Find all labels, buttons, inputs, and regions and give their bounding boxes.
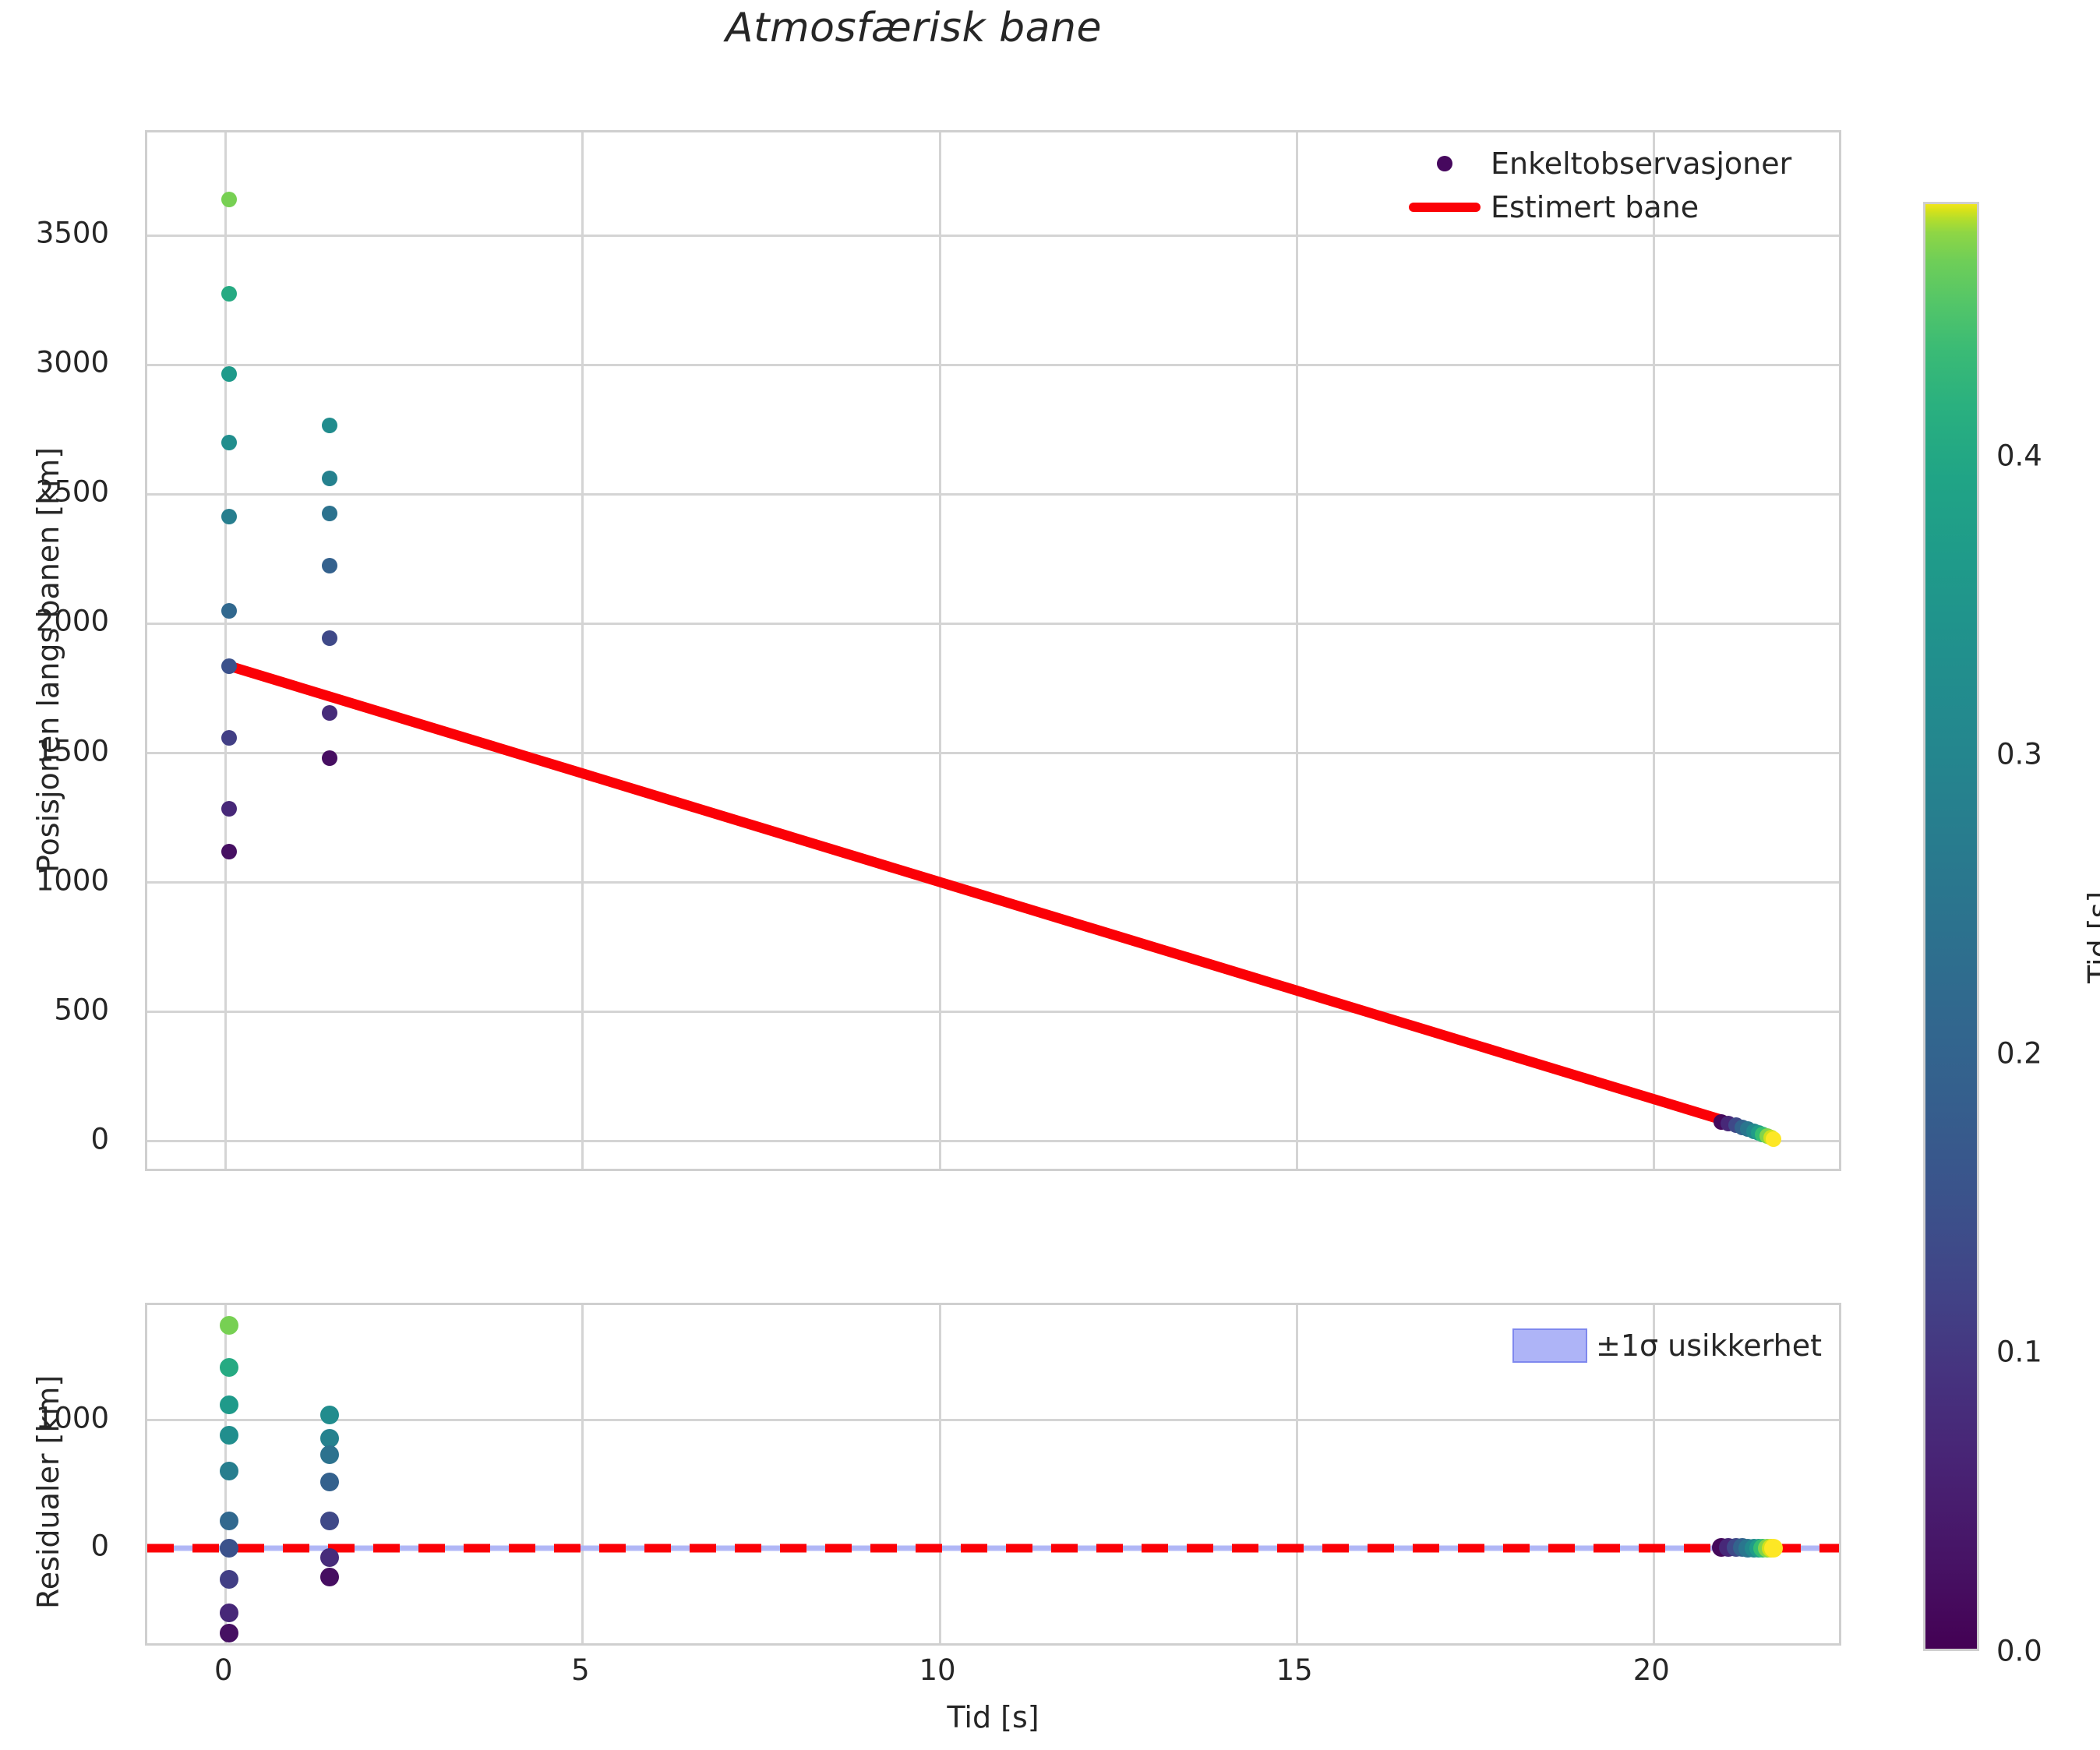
y-tick-label: 1000 xyxy=(35,1401,109,1435)
x-tick-label: 20 xyxy=(1632,1653,1670,1687)
gridline-horizontal xyxy=(147,1419,1839,1422)
gridline-horizontal xyxy=(147,752,1839,755)
x-tick-label: 10 xyxy=(919,1653,956,1687)
data-point xyxy=(220,1538,239,1558)
data-point xyxy=(221,285,238,302)
gridline-horizontal xyxy=(147,363,1839,366)
gridline-vertical xyxy=(1295,132,1298,1169)
legend-item-uncertainty: ±1σ usikkerhet xyxy=(1504,1328,1822,1363)
legend-label-uncertainty: ±1σ usikkerhet xyxy=(1596,1328,1822,1363)
y-tick-label: 1000 xyxy=(35,863,109,898)
residual-plot-axes xyxy=(145,1303,1841,1646)
data-point xyxy=(221,191,238,207)
figure-title: Atmosfærisk bane xyxy=(725,5,1102,51)
data-point xyxy=(321,750,337,767)
data-point xyxy=(321,506,337,522)
data-point xyxy=(220,1316,239,1335)
data-point xyxy=(1764,1539,1784,1558)
data-point xyxy=(221,508,238,524)
data-point xyxy=(221,602,238,619)
data-point xyxy=(220,1395,239,1415)
gridline-horizontal xyxy=(147,234,1839,237)
gridline-horizontal xyxy=(147,881,1839,884)
gridline-vertical xyxy=(1652,132,1655,1169)
data-point xyxy=(220,1358,239,1378)
legend-label-fit: Estimert bane xyxy=(1491,190,1699,224)
data-point xyxy=(220,1570,239,1589)
gridline-vertical xyxy=(1295,1305,1298,1643)
data-point xyxy=(321,471,337,487)
y-tick-label: 3500 xyxy=(35,216,109,250)
data-point xyxy=(319,1428,339,1448)
y-tick-label: 2500 xyxy=(35,475,109,509)
data-point xyxy=(1766,1131,1782,1147)
legend-item-observations: Enkeltobservasjoner xyxy=(1399,146,1791,181)
data-point xyxy=(220,1462,239,1481)
data-point xyxy=(221,800,238,817)
residual-y-axis-label: Residualer [km] xyxy=(31,1374,65,1609)
data-point xyxy=(319,1406,339,1425)
gridline-horizontal xyxy=(147,492,1839,496)
gridline-horizontal xyxy=(147,1140,1839,1143)
x-axis-label: Tid [s] xyxy=(947,1700,1039,1734)
data-point xyxy=(221,843,238,859)
colorbar-tick-label: 0.0 xyxy=(1996,1634,2042,1668)
data-point xyxy=(319,1511,339,1530)
zero-reference-line xyxy=(147,1544,1839,1553)
gridline-vertical xyxy=(938,1305,941,1643)
data-point xyxy=(319,1567,339,1586)
colorbar xyxy=(1923,202,1979,1651)
legend-item-fit: Estimert bane xyxy=(1399,190,1791,224)
gridline-vertical xyxy=(938,132,941,1169)
gridline-horizontal xyxy=(147,1011,1839,1014)
colorbar-label: Tid [s] xyxy=(2082,891,2100,983)
data-point xyxy=(221,365,238,382)
y-tick-label: 1500 xyxy=(35,734,109,768)
fit-line xyxy=(224,660,1777,1141)
data-point xyxy=(321,418,337,434)
colorbar-tick-label: 0.3 xyxy=(1996,737,2042,771)
data-point xyxy=(220,1426,239,1445)
data-point xyxy=(221,729,238,746)
main-plot-axes xyxy=(145,130,1841,1171)
data-point xyxy=(220,1511,239,1530)
y-tick-label: 500 xyxy=(54,993,109,1027)
gridline-vertical xyxy=(581,1305,584,1643)
x-tick-label: 5 xyxy=(571,1653,590,1687)
y-tick-label: 0 xyxy=(90,1122,109,1156)
filled-patch-icon xyxy=(1504,1328,1596,1363)
gridline-vertical xyxy=(224,132,228,1169)
data-point xyxy=(319,1445,339,1465)
colorbar-tick-label: 0.2 xyxy=(1996,1036,2042,1071)
data-point xyxy=(220,1603,239,1622)
y-tick-label: 3000 xyxy=(35,345,109,379)
gridline-horizontal xyxy=(147,622,1839,625)
main-legend: Enkeltobservasjoner Estimert bane xyxy=(1399,146,1791,224)
data-point xyxy=(221,434,238,450)
colorbar-tick-label: 0.4 xyxy=(1996,439,2042,473)
x-tick-label: 15 xyxy=(1276,1653,1313,1687)
data-point xyxy=(321,557,337,573)
data-point xyxy=(321,705,337,722)
legend-label-observations: Enkeltobservasjoner xyxy=(1491,146,1792,181)
gridline-vertical xyxy=(581,132,584,1169)
scatter-dot-icon xyxy=(1399,156,1491,171)
colorbar-tick-label: 0.1 xyxy=(1996,1335,2042,1369)
residual-legend: ±1σ usikkerhet xyxy=(1504,1328,1822,1363)
solid-line-icon xyxy=(1399,203,1491,212)
colorbar-gradient xyxy=(1925,204,1977,1649)
x-tick-label: 0 xyxy=(214,1653,233,1687)
data-point xyxy=(319,1472,339,1491)
y-tick-label: 0 xyxy=(90,1529,109,1563)
gridline-vertical xyxy=(1652,1305,1655,1643)
y-tick-label: 2000 xyxy=(35,604,109,638)
data-point xyxy=(321,630,337,646)
main-y-axis-label: Posisjonen langs banen [km] xyxy=(31,446,65,873)
data-point xyxy=(220,1624,239,1643)
data-point xyxy=(221,658,238,675)
data-point xyxy=(319,1548,339,1568)
